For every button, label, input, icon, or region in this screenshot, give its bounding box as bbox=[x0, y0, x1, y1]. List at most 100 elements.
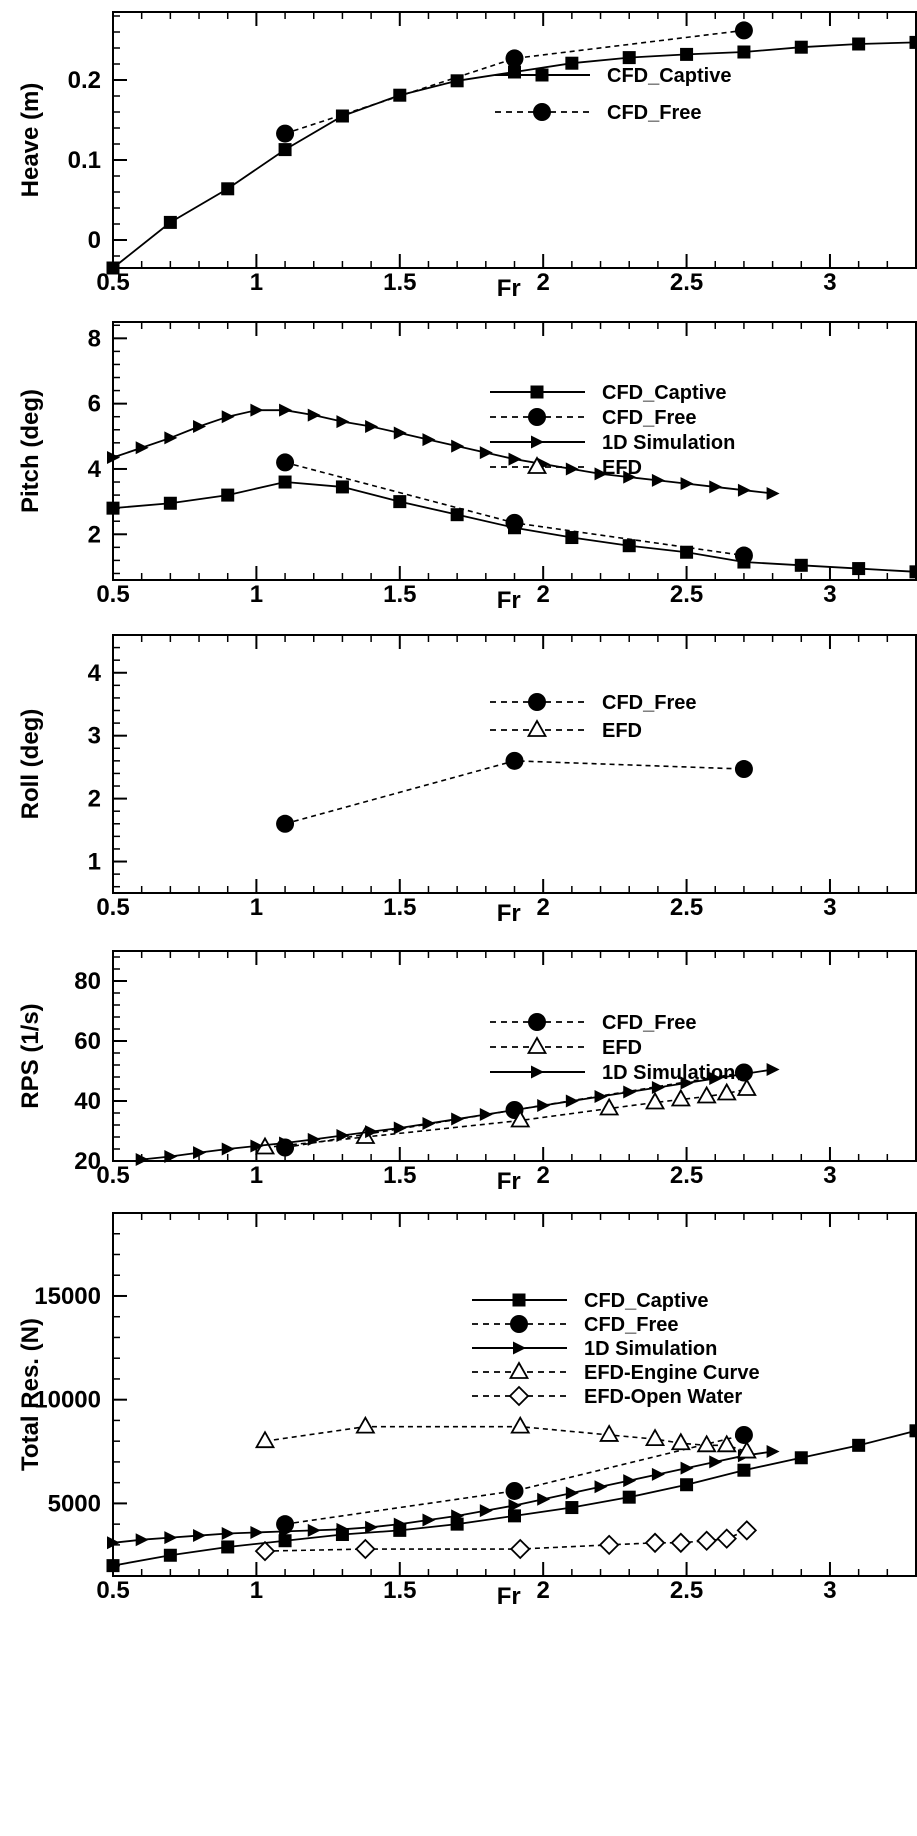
x-tick-label: 2.5 bbox=[670, 269, 703, 296]
x-tick-label: 1.5 bbox=[383, 269, 416, 296]
series-cfd-free bbox=[276, 751, 753, 833]
data-point bbox=[508, 1509, 521, 1523]
x-tick-label: 3 bbox=[823, 581, 836, 608]
plot-area bbox=[276, 751, 753, 833]
data-point bbox=[505, 513, 524, 532]
data-point bbox=[644, 1428, 666, 1446]
data-point bbox=[594, 467, 608, 481]
data-point bbox=[193, 420, 207, 434]
data-point bbox=[164, 1531, 178, 1545]
data-point bbox=[479, 1108, 493, 1121]
data-point bbox=[716, 1528, 737, 1549]
series-cfd-free bbox=[276, 21, 753, 143]
data-point bbox=[736, 1440, 757, 1459]
data-point bbox=[680, 1461, 694, 1475]
data-point bbox=[250, 403, 264, 417]
plot-area bbox=[106, 403, 917, 579]
data-point bbox=[622, 1490, 636, 1504]
legend-entry: 1D Simulation bbox=[472, 1338, 717, 1360]
data-point bbox=[794, 40, 808, 54]
data-point bbox=[276, 124, 295, 143]
data-point bbox=[279, 1524, 293, 1538]
data-point bbox=[278, 143, 292, 157]
data-point bbox=[909, 565, 917, 579]
legend-label: 1D Simulation bbox=[602, 432, 735, 454]
data-point bbox=[696, 1434, 717, 1453]
data-point bbox=[355, 1538, 376, 1560]
y-tick-label: 20 bbox=[74, 1148, 101, 1175]
data-point bbox=[537, 1099, 551, 1112]
data-point bbox=[221, 410, 235, 424]
x-tick-label: 2.5 bbox=[670, 1162, 703, 1189]
data-point bbox=[307, 408, 321, 422]
legend-label: EFD bbox=[602, 720, 642, 742]
series-line bbox=[112, 1450, 773, 1544]
data-point bbox=[737, 1067, 751, 1081]
data-point bbox=[594, 1480, 608, 1494]
legend-label: EFD-Engine Curve bbox=[584, 1362, 760, 1384]
data-point bbox=[422, 433, 436, 447]
series-line bbox=[284, 461, 745, 557]
data-point bbox=[221, 1540, 235, 1554]
y-tick-label: 0 bbox=[88, 227, 101, 254]
y-tick-label: 40 bbox=[74, 1088, 101, 1115]
data-point bbox=[107, 451, 120, 465]
data-point bbox=[355, 1415, 376, 1434]
series-1d-simulation bbox=[135, 1063, 780, 1166]
data-point bbox=[422, 1117, 436, 1130]
x-tick-label: 2.5 bbox=[670, 1577, 703, 1604]
x-tick-label: 1 bbox=[250, 269, 263, 296]
x-tick-label: 2 bbox=[536, 1162, 549, 1189]
y-tick-label: 60 bbox=[74, 1028, 101, 1055]
data-point bbox=[163, 215, 177, 229]
data-point bbox=[623, 1474, 637, 1488]
series-cfd-free bbox=[276, 1425, 753, 1534]
data-point bbox=[365, 1125, 379, 1139]
y-tick-label: 15000 bbox=[34, 1283, 101, 1310]
x-tick-label: 3 bbox=[823, 1162, 836, 1189]
legend: CFD_Free EFD bbox=[490, 692, 696, 742]
data-point bbox=[164, 1150, 178, 1163]
y-axis-title: Roll (deg) bbox=[17, 709, 44, 820]
data-point bbox=[852, 1438, 866, 1452]
data-point bbox=[565, 56, 579, 70]
y-tick-label: 80 bbox=[74, 968, 101, 995]
data-point bbox=[279, 403, 293, 417]
data-point bbox=[336, 1129, 350, 1142]
y-tick-label: 6 bbox=[88, 391, 101, 418]
legend: CFD_Captive CFD_Free bbox=[495, 65, 731, 124]
x-axis-title: Fr bbox=[497, 1583, 521, 1610]
x-axis-title: Fr bbox=[497, 1168, 521, 1195]
data-point bbox=[393, 495, 407, 509]
series-cfd-free bbox=[276, 453, 753, 565]
data-point bbox=[276, 453, 295, 472]
data-point bbox=[221, 1526, 235, 1540]
series-efd-engine-curve bbox=[254, 1415, 757, 1459]
data-point bbox=[598, 1534, 620, 1556]
data-point bbox=[716, 1434, 737, 1453]
legend-marker bbox=[528, 1013, 546, 1031]
series-efd bbox=[254, 1078, 757, 1155]
data-point bbox=[254, 1430, 276, 1449]
data-point bbox=[279, 1136, 293, 1150]
y-tick-label: 0.1 bbox=[68, 147, 101, 174]
data-point bbox=[670, 1088, 691, 1107]
legend-marker bbox=[526, 456, 548, 474]
data-point bbox=[365, 1520, 379, 1534]
data-point bbox=[737, 45, 751, 59]
data-point bbox=[696, 1085, 717, 1104]
legend-entry: 1D Simulation bbox=[490, 1062, 735, 1084]
legend: CFD_Free EFD 1D Simulation bbox=[490, 1012, 735, 1084]
legend-entry: EFD bbox=[490, 719, 642, 742]
x-tick-label: 3 bbox=[823, 269, 836, 296]
x-tick-label: 1 bbox=[250, 894, 263, 921]
legend-label: EFD bbox=[602, 457, 642, 479]
data-point bbox=[163, 1548, 177, 1562]
legend-marker bbox=[526, 719, 548, 737]
legend-entry: CFD_Free bbox=[490, 407, 696, 429]
x-axis-title: Fr bbox=[497, 900, 521, 927]
data-point bbox=[670, 1432, 691, 1451]
legend-entry: CFD_Free bbox=[490, 1012, 696, 1034]
data-point bbox=[909, 35, 917, 49]
data-point bbox=[565, 1486, 579, 1500]
